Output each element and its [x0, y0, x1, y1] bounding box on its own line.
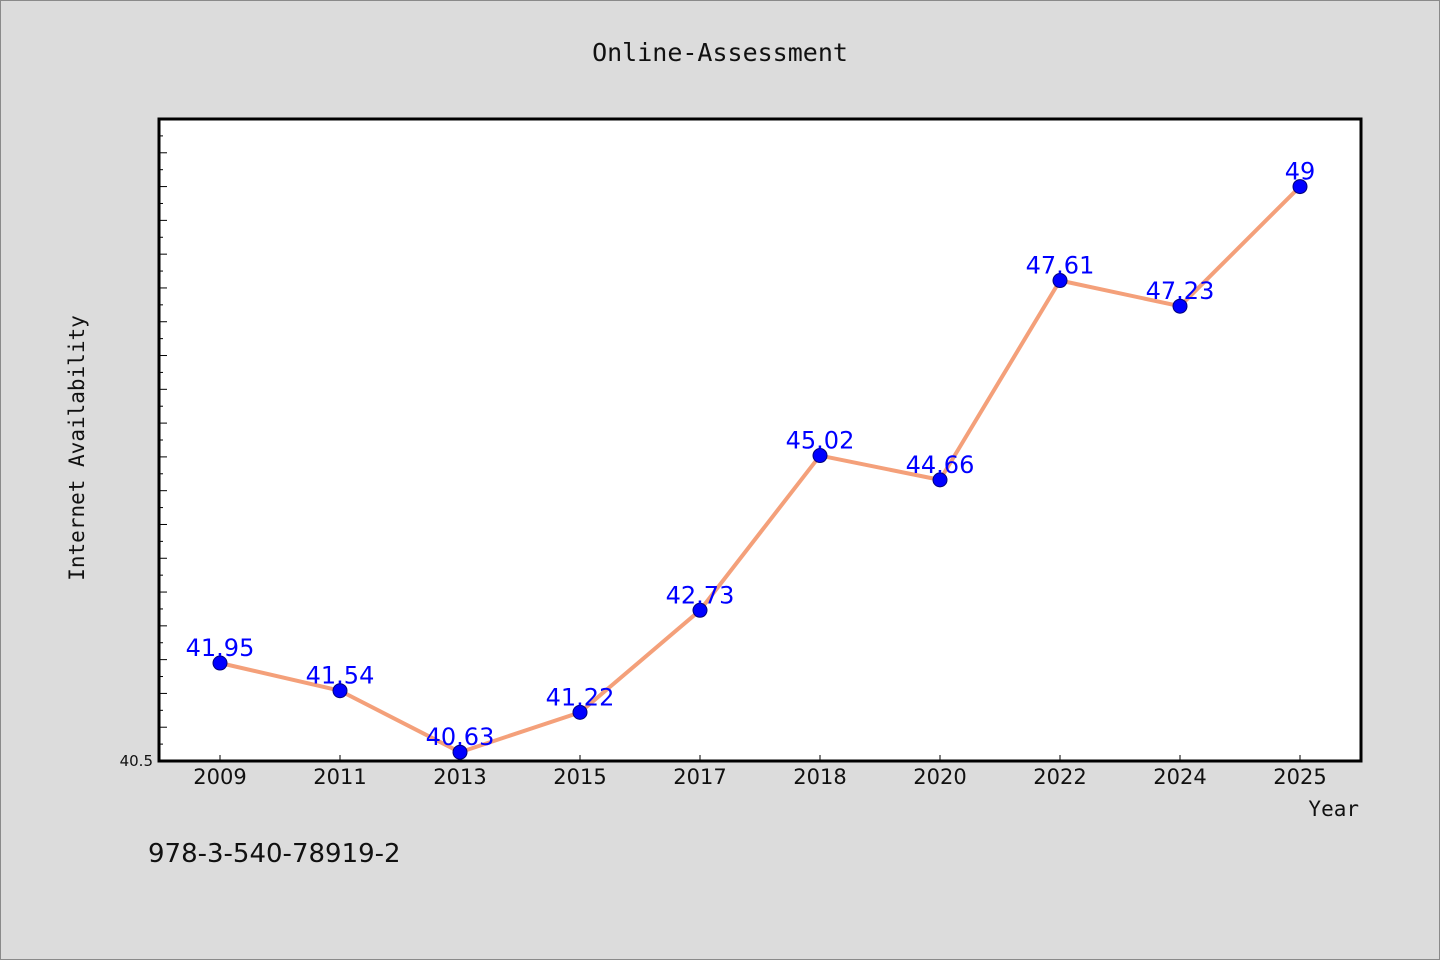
- data-label: 40.63: [426, 723, 495, 751]
- x-tick-label: 2011: [313, 765, 366, 789]
- data-label: 41.22: [546, 683, 615, 711]
- x-tick-label: 2013: [433, 765, 486, 789]
- x-ticks: 2009 2011 2013 2015 2017 2018 2020 2022 2024 2025: [193, 755, 1327, 789]
- x-tick-label: 2017: [673, 765, 726, 789]
- data-label: 41.54: [306, 662, 375, 690]
- x-tick-label: 2009: [193, 765, 246, 789]
- data-point: [332, 683, 348, 699]
- data-label: 42.73: [666, 581, 735, 609]
- data-label: 49: [1285, 158, 1316, 186]
- x-tick-label: 2015: [553, 765, 606, 789]
- data-label: 41.95: [186, 634, 255, 662]
- x-tick-label: 2022: [1033, 765, 1086, 789]
- data-point: [1292, 179, 1308, 195]
- plot-area: [157, 117, 1363, 763]
- data-point: [692, 602, 708, 618]
- data-point: [1172, 298, 1188, 314]
- y-axis-label: Internet Availability: [65, 315, 89, 581]
- series-group: 41.95 41.54 40.63 41.22 42.73 45.02 44.66 47.61…: [186, 158, 1316, 760]
- data-point: [1052, 273, 1068, 289]
- x-tick-label: 2025: [1273, 765, 1326, 789]
- data-label: 47.23: [1146, 277, 1215, 305]
- data-label: 44.66: [906, 451, 975, 479]
- data-point: [572, 704, 588, 720]
- x-tick-label: 2020: [913, 765, 966, 789]
- series-line: [219, 185, 1302, 755]
- data-point: [212, 655, 228, 671]
- x-axis-label: Year: [1308, 797, 1359, 821]
- chart-title: Online-Assessment: [592, 38, 848, 67]
- x-tick-label: 2024: [1153, 765, 1206, 789]
- data-label: 45.02: [786, 427, 855, 455]
- data-point: [932, 472, 948, 488]
- data-point: [452, 744, 468, 760]
- x-tick-label: 2018: [793, 765, 846, 789]
- isbn-text: 978-3-540-78919-2: [148, 839, 401, 869]
- y-ticks: [159, 118, 167, 762]
- data-point: [812, 448, 828, 464]
- y-min-label: 40.5: [120, 752, 153, 770]
- data-label: 47.61: [1026, 252, 1095, 280]
